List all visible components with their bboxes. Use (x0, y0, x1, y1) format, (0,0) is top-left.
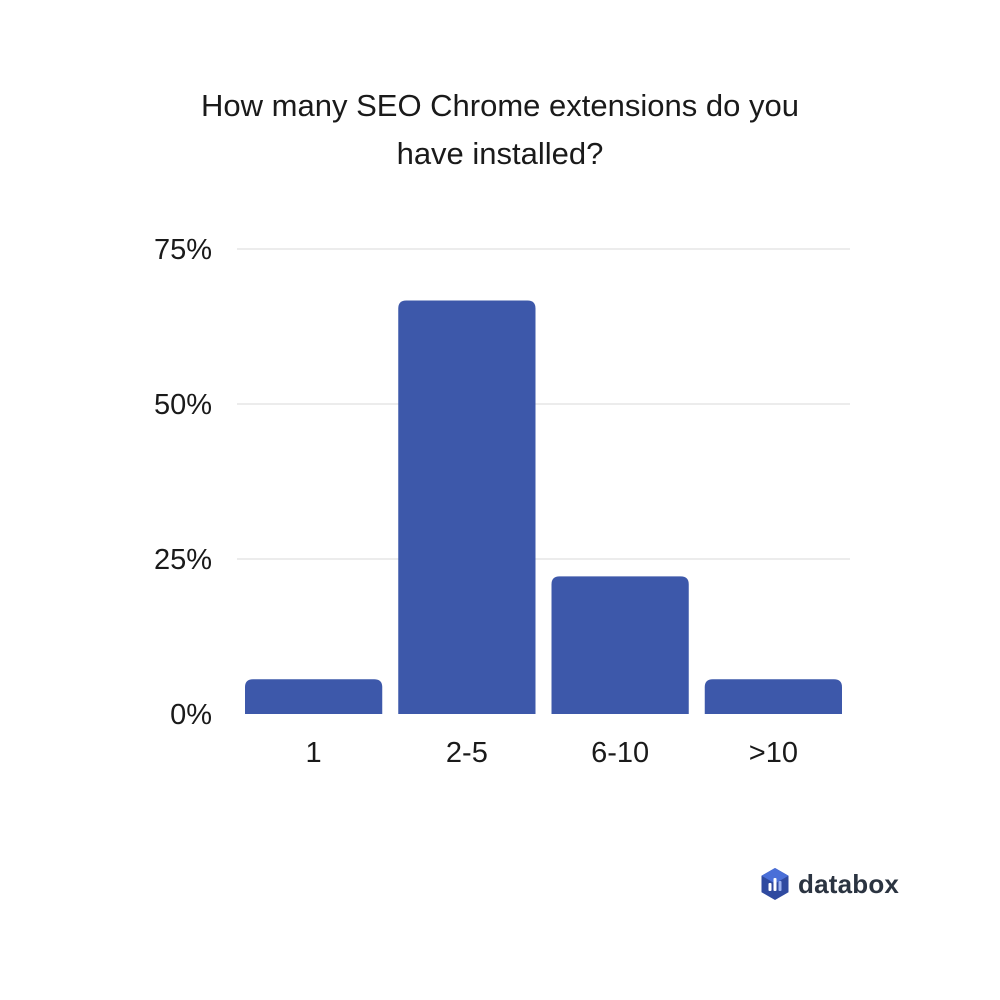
chart-title-line-1: How many SEO Chrome extensions do you (201, 88, 799, 123)
bars (245, 300, 842, 714)
chart-title-line-2: have installed? (396, 136, 604, 171)
y-tick-label: 50% (154, 389, 212, 421)
x-category-label: 1 (306, 737, 322, 769)
y-axis-tick-labels: 0% 25% 50% 75% (154, 234, 212, 731)
databox-logo-icon (761, 868, 789, 900)
x-category-label: 2-5 (446, 737, 488, 769)
bar-2 (398, 300, 536, 714)
y-tick-label: 25% (154, 544, 212, 576)
chart-title: How many SEO Chrome extensions do you ha… (100, 82, 900, 178)
brand-name: databox (798, 868, 900, 899)
grid-lines (237, 248, 850, 560)
bar-1 (245, 679, 383, 714)
x-category-label: 6-10 (591, 737, 649, 769)
y-tick-label: 75% (154, 234, 212, 266)
y-tick-label: 0% (170, 699, 212, 731)
bar-3 (551, 576, 689, 714)
brand-logo: databox (760, 864, 899, 904)
x-axis-category-labels: 1 2-5 6-10 >10 (306, 737, 798, 769)
bar-4 (704, 679, 842, 714)
x-category-label: >10 (749, 737, 798, 769)
